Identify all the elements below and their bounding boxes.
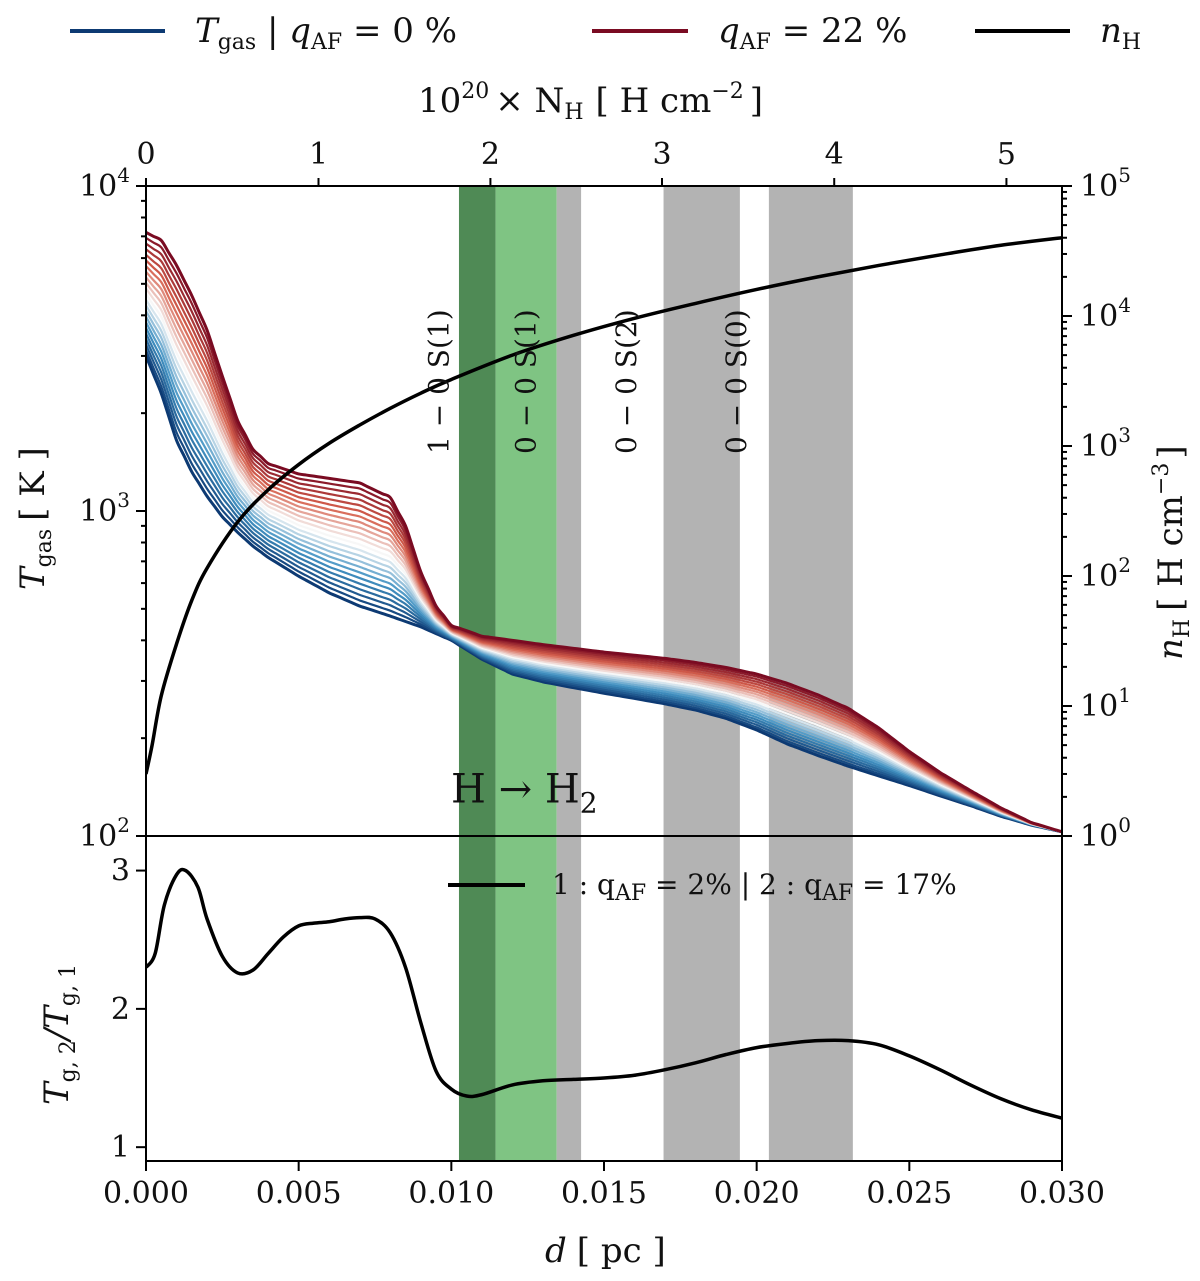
tgas-curve-4	[146, 332, 1062, 833]
left-tick-label-1: 103	[79, 488, 130, 529]
axis-ticks-layer: 0 1 2 3 4 5 102 103 104 100 101 102 103 104 105 1 2 3 0.00…	[79, 137, 1131, 1211]
legend-label-qaf0: Tgas | qAF = 0 %	[195, 11, 457, 55]
tgas-curve-12	[146, 287, 1062, 833]
band-bottom-1	[495, 836, 557, 1161]
right-tick-label-4: 104	[1080, 293, 1131, 334]
bottom-series-layer	[146, 867, 1062, 1120]
tgas-curve-13	[146, 282, 1062, 833]
tgas-curve-0	[146, 355, 1062, 834]
x-tick-label-4: 0.020	[714, 1176, 800, 1211]
x-tick-label-3: 0.015	[561, 1176, 647, 1211]
legend-top: Tgas | qAF = 0 % qAF = 22 % nH	[70, 11, 1141, 55]
tgas-curve-15	[146, 270, 1062, 833]
legend-bottom: 1 : qAF = 2% | 2 : qAF = 17%	[448, 868, 957, 906]
ratio-curve	[146, 867, 1062, 1120]
band-layer-top	[458, 186, 853, 836]
nh-curve	[146, 235, 1062, 775]
tgas-curve-3	[146, 338, 1062, 833]
band-label-0: 1 − 0 S(1)	[422, 309, 455, 454]
bottom-y-label: Tg, 2/Tg, 1	[37, 964, 81, 1105]
tgas-curve-10	[146, 299, 1062, 833]
tgas-curve-11	[146, 293, 1062, 833]
tgas-curve-22	[146, 231, 1062, 834]
band-top-2	[556, 186, 582, 836]
band-bottom-4	[768, 836, 853, 1161]
tgas-curve-7	[146, 316, 1062, 833]
right-tick-label-5: 105	[1080, 163, 1131, 204]
top-panel-frame	[145, 185, 1063, 837]
band-layer-bottom	[458, 836, 853, 1161]
x-tick-label-5: 0.025	[866, 1176, 952, 1211]
tgas-curve-5	[146, 327, 1062, 833]
tgas-curve-1	[146, 349, 1062, 833]
bottom-y-tick-label-2: 3	[111, 854, 130, 889]
right-tick-label-3: 103	[1080, 423, 1131, 464]
top-axis-tick-label-5: 5	[997, 137, 1016, 172]
right-tick-label-0: 100	[1080, 813, 1131, 854]
band-top-3	[663, 186, 740, 836]
top-y-label-right: nH[ H cm−3]	[1149, 445, 1195, 660]
x-tick-label-1: 0.005	[256, 1176, 342, 1211]
top-series-layer	[146, 231, 1062, 834]
tgas-curve-17	[146, 259, 1062, 833]
x-tick-label-6: 0.030	[1019, 1176, 1105, 1211]
top-axis-tick-label-0: 0	[136, 137, 155, 172]
band-bottom-0	[458, 836, 496, 1161]
band-label-layer: 1 − 0 S(1) 0 − 0 S(1) 0 − 0 S(2) 0 − 0 S(0)	[422, 309, 753, 454]
top-axis-tick-label-4: 4	[825, 137, 844, 172]
top-axis-tick-label-1: 1	[309, 137, 328, 172]
transition-label: H → H2	[451, 767, 598, 820]
left-tick-label-0: 102	[79, 813, 130, 854]
bottom-y-tick-label-1: 2	[111, 992, 130, 1027]
tgas-curve-20	[146, 242, 1062, 833]
band-label-2: 0 − 0 S(2)	[610, 309, 643, 454]
tgas-curve-2	[146, 344, 1062, 833]
band-label-3: 0 − 0 S(0)	[720, 309, 753, 454]
band-bottom-2	[556, 836, 582, 1161]
top-axis-tick-label-3: 3	[652, 137, 671, 172]
tgas-curve-6	[146, 321, 1062, 833]
x-tick-label-0: 0.000	[103, 1176, 189, 1211]
right-tick-label-1: 101	[1080, 683, 1131, 724]
band-label-1: 0 − 0 S(1)	[509, 309, 542, 454]
legend-label-nh: nH	[1100, 11, 1141, 55]
legend-bottom-label: 1 : qAF = 2% | 2 : qAF = 17%	[552, 868, 957, 906]
tgas-curve-14	[146, 276, 1062, 833]
top-axis-tick-label-2: 2	[481, 137, 500, 172]
x-tick-label-2: 0.010	[408, 1176, 494, 1211]
top-axis-label: 1020 × NH[ H cm−2]	[418, 79, 763, 125]
left-tick-label-2: 104	[79, 163, 130, 204]
legend-label-qaf22: qAF = 22 %	[718, 11, 907, 55]
tgas-curve-9	[146, 304, 1062, 833]
tgas-curve-18	[146, 254, 1062, 833]
right-tick-label-2: 102	[1080, 553, 1131, 594]
tgas-curve-8	[146, 310, 1062, 833]
top-y-label-left: Tgas[ K ]	[13, 447, 57, 590]
band-top-0	[458, 186, 496, 836]
tgas-curve-16	[146, 265, 1062, 833]
bottom-y-tick-label-0: 1	[111, 1130, 130, 1165]
band-bottom-3	[663, 836, 740, 1161]
band-top-1	[495, 186, 557, 836]
x-axis-label: d[ pc ]	[545, 1231, 666, 1271]
tgas-curve-19	[146, 248, 1062, 833]
